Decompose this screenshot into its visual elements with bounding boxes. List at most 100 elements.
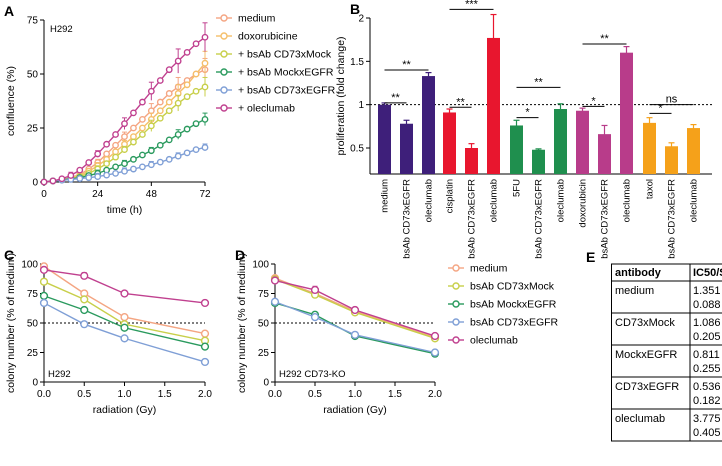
bar-category-label: cisplatin	[445, 179, 456, 213]
data-point-bsab_cd73xegfr	[94, 173, 102, 181]
data-point-oleclumab	[147, 87, 155, 95]
legend-swatch-marker	[220, 104, 228, 112]
data-point-bsab_cd73xegfr	[76, 175, 84, 182]
data-point-oleclumab	[192, 40, 200, 48]
data-point-bsab_cd73xegfr	[270, 297, 280, 306]
table-cell-ic50: 1.351 ±	[693, 285, 722, 297]
data-point-bsab_mockxegfr	[80, 305, 89, 315]
data-point-bsab_cd73xmock	[80, 295, 89, 304]
y-tick-label: 100	[21, 260, 38, 271]
y-tick-label: 75	[27, 16, 39, 27]
y-tick-label: 25	[27, 348, 39, 359]
bar-category-label: bsAb CD73xEGFR	[402, 179, 413, 259]
panel-letter: E	[586, 249, 595, 265]
data-point-bsab_cd73xegfr	[121, 167, 128, 175]
x-tick-label: 0.0	[268, 389, 282, 400]
table-cell-ic50: 1.086 ±	[693, 317, 722, 329]
series-line-oleclumab	[43, 269, 206, 304]
y-tick-label: 100	[252, 260, 269, 271]
legend-swatch-marker	[452, 264, 460, 272]
bar-0-2	[422, 76, 435, 174]
bar-3-2	[620, 52, 633, 174]
y-tick-label: 1	[358, 100, 364, 111]
data-point-bsab_mockxegfr	[120, 323, 129, 332]
significance-marker: ns	[666, 94, 678, 106]
data-point-doxorubicine	[156, 107, 164, 115]
cell-line-annotation: H292	[48, 369, 71, 380]
data-point-bsab_cd73xmock	[138, 131, 146, 138]
series-line-oleclumab	[274, 279, 436, 337]
y-tick-label: 0	[32, 378, 38, 389]
table-border	[611, 263, 722, 442]
table-cell-sde: 0.182	[693, 395, 721, 407]
series-line-medium	[43, 265, 206, 335]
data-point-oleclumab	[103, 140, 111, 148]
data-point-bsab_cd73xegfr	[165, 155, 173, 163]
data-point-bsab_cd73xegfr	[183, 149, 191, 157]
data-point-bsab_cd73xegfr	[112, 169, 119, 177]
data-point-bsab_cd73xmock	[174, 99, 182, 107]
y-axis-label: colony number (% of medium)	[5, 253, 17, 393]
y-tick-label: 50	[27, 319, 39, 330]
y-axis-label: proliferation (fold change)	[335, 36, 347, 155]
significance-marker: **	[402, 59, 411, 71]
x-tick-label: 2.0	[198, 389, 212, 400]
data-point-bsab_mockxegfr	[130, 155, 137, 163]
table-cell-sde: 0.255	[693, 363, 721, 375]
data-point-oleclumab	[49, 177, 57, 185]
x-tick-label: 0	[41, 189, 47, 200]
data-point-bsab_mockxegfr	[112, 163, 119, 171]
data-point-oleclumab	[85, 159, 93, 166]
data-point-bsab_cd73xegfr	[192, 146, 200, 154]
data-point-medium	[112, 141, 119, 149]
data-point-medium	[138, 115, 146, 123]
data-point-oleclumab	[350, 305, 360, 315]
bar-2-2	[554, 109, 567, 174]
table-cell-ic50: 3.775 ±	[693, 413, 722, 425]
data-point-bsab_mockxegfr	[39, 291, 49, 300]
data-point-bsab_mockxegfr	[192, 120, 200, 128]
significance-marker: ***	[465, 0, 479, 10]
legend-label: + oleclumab	[238, 103, 295, 115]
data-point-bsab_cd73xmock	[103, 160, 111, 168]
bar-0-0	[378, 104, 391, 174]
bar-4-2	[687, 128, 700, 174]
data-point-oleclumab	[138, 98, 146, 106]
data-point-bsab_mockxegfr	[183, 125, 191, 133]
y-axis-label: confluence (%)	[5, 66, 17, 136]
x-tick-label: 48	[146, 189, 158, 200]
bar-1-1	[465, 148, 478, 174]
legend-label: bsAb CD73xEGFR	[470, 317, 559, 329]
panel-a: A 0 24 48 72 0 25 50 75 time (h) confluence (%) H29…	[4, 3, 336, 216]
data-point-bsab_mockxegfr	[138, 151, 146, 159]
bar-4-1	[665, 146, 678, 174]
data-point-oleclumab	[40, 178, 48, 186]
bar-category-label: bsAb CD73xEGFR	[600, 179, 611, 259]
data-point-bsab_cd73xegfr	[430, 348, 440, 357]
panel-d: D 0.0 0.5 1.0 1.5 2.0 0 25 50 75 100 radiation (Gy)…	[235, 247, 559, 416]
data-point-bsab_cd73xegfr	[80, 320, 89, 329]
legend-swatch-marker	[452, 336, 460, 344]
significance-marker: **	[600, 33, 609, 45]
series-line-bsab_cd73xegfr	[274, 301, 436, 354]
significance-marker: *	[658, 102, 663, 114]
data-point-bsab_cd73xegfr	[39, 298, 49, 308]
data-point-medium	[200, 329, 210, 338]
x-axis-label: time (h)	[107, 204, 143, 216]
data-point-bsab_mockxegfr	[201, 115, 209, 123]
series-line-bsab_cd73xmock	[43, 281, 206, 342]
x-tick-label: 1.5	[388, 389, 402, 400]
data-point-oleclumab	[112, 131, 119, 138]
bar-3-0	[576, 110, 589, 174]
x-tick-label: 2.0	[428, 389, 442, 400]
data-point-bsab_mockxegfr	[121, 160, 128, 168]
data-point-medium	[103, 150, 111, 158]
significance-marker: **	[391, 92, 400, 104]
significance-marker: **	[534, 76, 543, 88]
bar-category-label: bsAb CD73xEGFR	[534, 179, 545, 259]
data-point-oleclumab	[39, 265, 49, 275]
data-point-medium	[121, 133, 128, 141]
bar-0-1	[400, 123, 413, 174]
bar-category-label: medium	[380, 179, 391, 213]
x-tick-label: 1.0	[348, 389, 362, 400]
